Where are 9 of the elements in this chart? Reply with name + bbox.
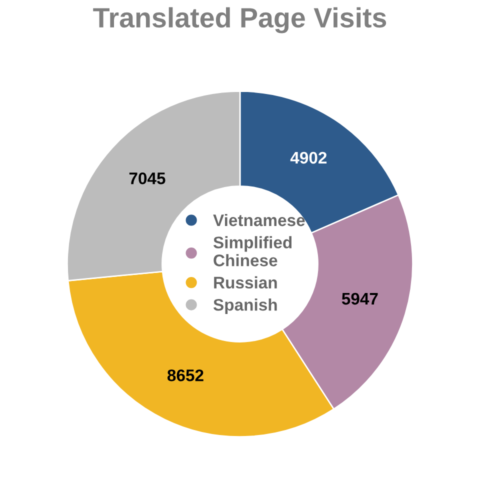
legend-label: Vietnamese (213, 214, 305, 226)
data-label: 7045 (129, 172, 166, 184)
legend-label: Spanish (213, 298, 277, 314)
data-label: 8652 (167, 369, 204, 382)
chart-title: Translated Page Visits (93, 7, 386, 34)
legend-label: Russian (214, 276, 277, 289)
data-label: 5947 (342, 292, 378, 305)
legend-label: Simplified Chinese (213, 236, 292, 266)
data-label: 4902 (290, 152, 327, 164)
